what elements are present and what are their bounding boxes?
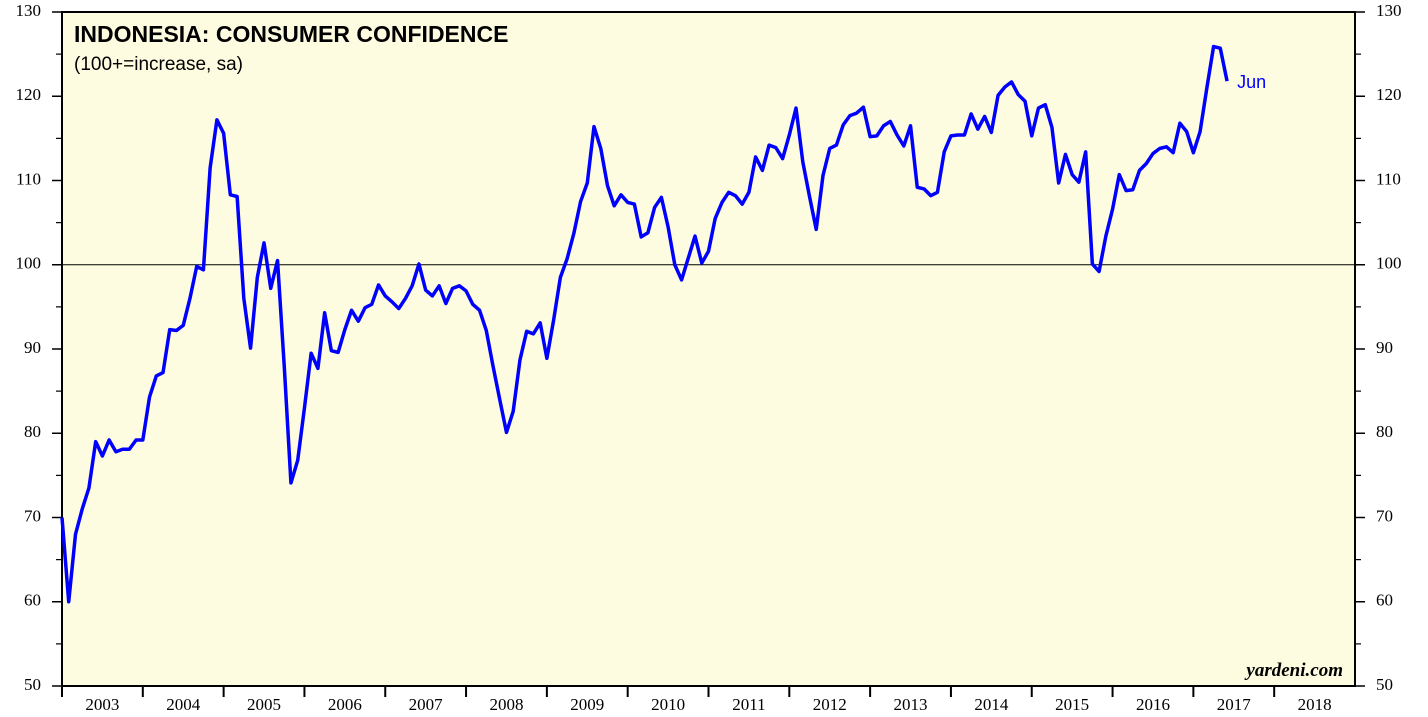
x-tick-label: 2014 <box>974 695 1009 714</box>
y-tick-label: 70 <box>24 506 41 525</box>
y2-tick-label: 100 <box>1376 254 1402 273</box>
annotation: Jun <box>1237 72 1266 92</box>
x-tick-label: 2007 <box>409 695 444 714</box>
y2-tick-label: 70 <box>1376 506 1393 525</box>
x-tick-label: 2015 <box>1055 695 1089 714</box>
series-line <box>60 44 1229 604</box>
y2-tick-label: 110 <box>1376 169 1401 188</box>
y2-tick-label: 90 <box>1376 338 1393 357</box>
chart-title: INDONESIA: CONSUMER CONFIDENCE <box>74 21 508 47</box>
x-tick-label: 2008 <box>489 695 523 714</box>
marks <box>52 11 1365 697</box>
x-tick-label: 2012 <box>813 695 847 714</box>
y-tick-label: 60 <box>24 591 41 610</box>
y2-tick-label: 130 <box>1376 1 1402 20</box>
y-tick-label: 90 <box>24 338 41 357</box>
y2-tick-label: 50 <box>1376 675 1393 694</box>
y-tick-label: 130 <box>16 1 42 20</box>
x-tick-label: 2009 <box>570 695 604 714</box>
x-tick-label: 2005 <box>247 695 281 714</box>
y-tick-label: 80 <box>24 422 41 441</box>
y-tick-label: 50 <box>24 675 41 694</box>
chart-subtitle: (100+=increase, sa) <box>74 54 243 75</box>
y-tick-label: 100 <box>16 254 42 273</box>
x-tick-label: 2003 <box>85 695 119 714</box>
plot-area <box>61 11 1356 687</box>
x-tick-label: 2016 <box>1136 695 1170 714</box>
x-tick-label: 2013 <box>894 695 928 714</box>
y2-tick-label: 80 <box>1376 422 1393 441</box>
x-tick-label: 2004 <box>166 695 201 714</box>
x-tick-label: 2018 <box>1298 695 1332 714</box>
x-tick-label: 2011 <box>732 695 765 714</box>
x-tick-label: 2006 <box>328 695 362 714</box>
y-tick-label: 120 <box>16 85 42 104</box>
y-tick-label: 110 <box>16 169 41 188</box>
y2-tick-label: 120 <box>1376 85 1402 104</box>
x-tick-label: 2010 <box>651 695 685 714</box>
source: yardeni.com <box>1244 660 1343 681</box>
y2-tick-label: 60 <box>1376 591 1393 610</box>
x-tick-label: 2017 <box>1217 695 1252 714</box>
